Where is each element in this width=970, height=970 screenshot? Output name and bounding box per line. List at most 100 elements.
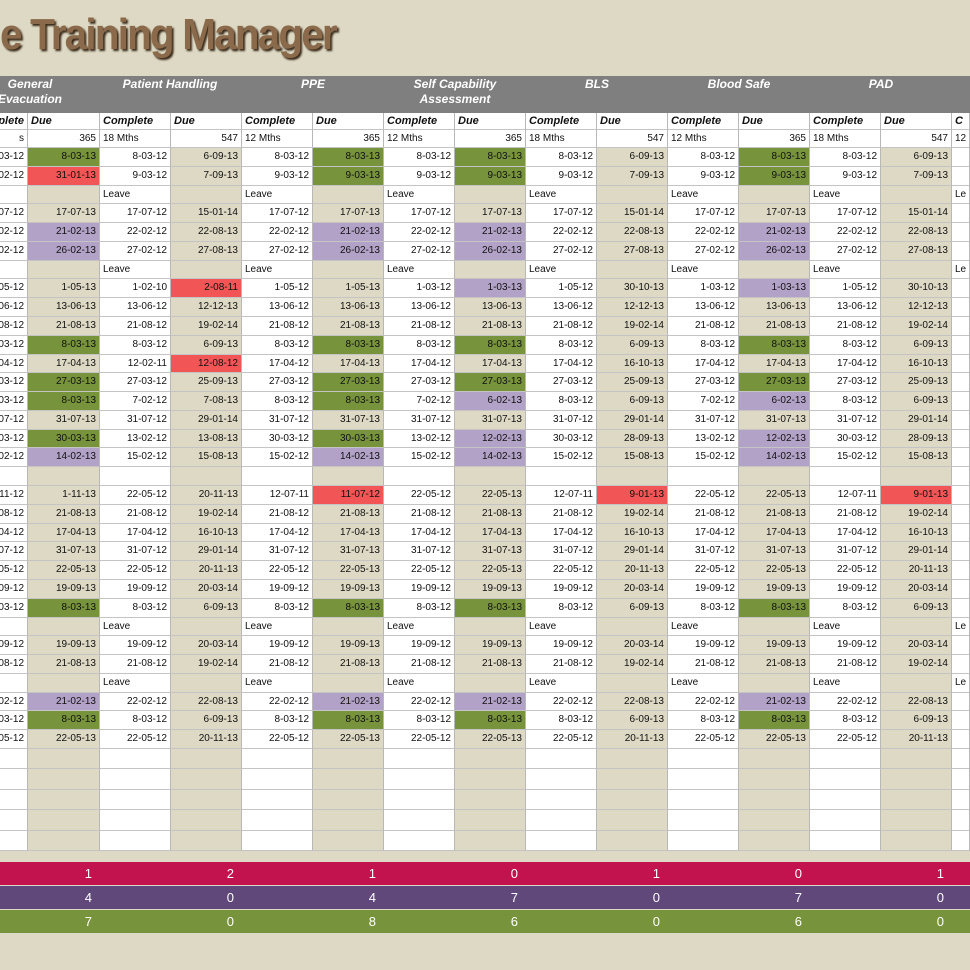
- empty-cell: [384, 769, 455, 790]
- date-cell: 31-07-12: [810, 542, 881, 561]
- empty-cell: [313, 618, 384, 636]
- empty-cell: [668, 769, 739, 790]
- date-cell: 31-07-13: [455, 411, 526, 430]
- date-cell: 13-02-12: [100, 430, 171, 448]
- date-cell-flagged: 8-03-13: [313, 148, 384, 167]
- date-cell: 8-03-12: [242, 148, 313, 167]
- date-cell: 21-08-12: [100, 505, 171, 524]
- empty-cell: [384, 810, 455, 831]
- empty-cell: [668, 749, 739, 769]
- empty-cell: [597, 186, 668, 204]
- date-cell: 28-09-13: [881, 430, 952, 448]
- total-value: 6: [510, 914, 518, 929]
- date-cell: Le: [952, 618, 970, 636]
- empty-cell: [952, 486, 970, 505]
- date-cell: 31-07-13: [739, 542, 810, 561]
- empty-cell: [952, 355, 970, 373]
- date-cell: 9-03-12: [242, 167, 313, 186]
- date-cell: 17-07-12: [810, 204, 881, 223]
- date-cell: 1-03-12: [668, 279, 739, 298]
- date-cell: 15-02-12: [526, 448, 597, 467]
- empty-cell: [28, 467, 100, 486]
- empty-cell: [28, 831, 100, 851]
- date-cell: Leave: [810, 618, 881, 636]
- date-cell: 31-07-12: [100, 542, 171, 561]
- date-cell: 8-03-12: [100, 599, 171, 618]
- date-cell: 17-04-13: [28, 524, 100, 542]
- total-value: 0: [936, 914, 944, 929]
- date-cell: 16-10-13: [597, 355, 668, 373]
- empty-cell: [455, 749, 526, 769]
- empty-cell: [313, 186, 384, 204]
- date-cell: 6-09-13: [597, 336, 668, 355]
- date-cell: 31-07-13: [313, 411, 384, 430]
- date-cell: 1-05-13: [313, 279, 384, 298]
- date-cell: 17-04-12: [384, 524, 455, 542]
- date-cell: 21-08-12: [526, 317, 597, 336]
- date-cell: 22-02-12: [526, 693, 597, 711]
- date-cell: 22-08-13: [881, 223, 952, 242]
- empty-cell: [597, 749, 668, 769]
- date-cell: 19-02-14: [597, 317, 668, 336]
- date-cell-flagged: 26-02-13: [455, 242, 526, 261]
- group-header-band: [0, 76, 970, 113]
- empty-cell: [881, 674, 952, 693]
- date-cell: 12-12-13: [171, 298, 242, 317]
- date-cell-flagged: 27-03-13: [313, 373, 384, 392]
- date-cell: 19-09-12: [242, 580, 313, 599]
- empty-cell: [313, 790, 384, 810]
- date-cell: 1-05-12: [242, 279, 313, 298]
- totals-band: [0, 886, 970, 909]
- date-cell: 20-03-14: [597, 580, 668, 599]
- empty-cell: [597, 831, 668, 851]
- date-cell-flagged: 9-01-13: [881, 486, 952, 505]
- date-cell: Leave: [384, 618, 455, 636]
- date-cell-flagged: 26-02-13: [28, 242, 100, 261]
- empty-cell: [952, 561, 970, 580]
- frequency-cell: 12 Mths: [242, 130, 313, 148]
- date-cell: 13-06-13: [455, 298, 526, 317]
- empty-cell: [455, 790, 526, 810]
- date-cell: 19-09-13: [455, 636, 526, 655]
- date-cell: -04-12: [0, 524, 28, 542]
- date-cell: 22-02-12: [242, 223, 313, 242]
- date-cell-flagged: 27-03-13: [28, 373, 100, 392]
- frequency-cell: 547: [597, 130, 668, 148]
- date-cell: 6-09-13: [597, 392, 668, 411]
- empty-cell: [455, 831, 526, 851]
- date-cell: Leave: [100, 618, 171, 636]
- date-cell: Leave: [100, 674, 171, 693]
- date-cell: 6-09-13: [881, 148, 952, 167]
- date-cell-flagged: 30-03-13: [28, 430, 100, 448]
- date-cell: Leave: [384, 186, 455, 204]
- column-header: Complete: [526, 113, 597, 130]
- empty-cell: [952, 448, 970, 467]
- empty-cell: [313, 810, 384, 831]
- date-cell: 21-08-13: [28, 505, 100, 524]
- date-cell: 30-10-13: [597, 279, 668, 298]
- date-cell: Leave: [242, 618, 313, 636]
- date-cell: 17-04-13: [455, 524, 526, 542]
- date-cell: 27-02-12: [100, 242, 171, 261]
- date-cell: 19-09-12: [384, 636, 455, 655]
- date-cell: 27-08-13: [171, 242, 242, 261]
- date-cell: 6-09-13: [881, 599, 952, 618]
- empty-cell: [952, 711, 970, 730]
- date-cell: 17-04-12: [242, 355, 313, 373]
- date-cell: 22-05-13: [739, 486, 810, 505]
- column-header: plete: [0, 113, 28, 130]
- group-header: PPE: [300, 77, 325, 91]
- date-cell-flagged: 8-03-13: [28, 148, 100, 167]
- date-cell-flagged: 1-03-13: [739, 279, 810, 298]
- date-cell-flagged: 8-03-13: [739, 599, 810, 618]
- date-cell: -03-12: [0, 336, 28, 355]
- empty-cell: [739, 769, 810, 790]
- date-cell: 17-04-13: [313, 524, 384, 542]
- date-cell: 17-07-13: [739, 204, 810, 223]
- empty-cell: [739, 749, 810, 769]
- date-cell-flagged: 11-07-12: [313, 486, 384, 505]
- empty-cell: [952, 730, 970, 749]
- empty-cell: [952, 223, 970, 242]
- empty-cell: [739, 810, 810, 831]
- date-cell: 22-02-12: [384, 223, 455, 242]
